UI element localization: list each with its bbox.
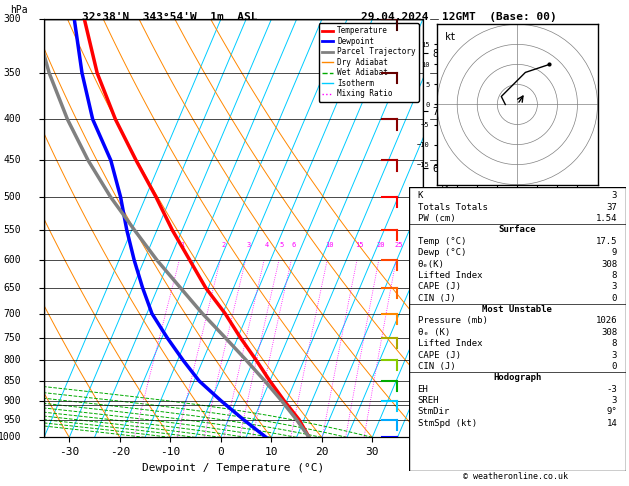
Text: Hodograph: Hodograph [493,373,542,382]
Text: 1026: 1026 [596,316,617,326]
Text: 450: 450 [4,155,21,165]
Text: -3: -3 [606,385,617,394]
Text: 1: 1 [181,243,184,248]
Text: 6: 6 [292,243,296,248]
X-axis label: Dewpoint / Temperature (°C): Dewpoint / Temperature (°C) [142,463,325,473]
Text: 900: 900 [4,396,21,406]
Text: hPa: hPa [10,5,28,15]
Text: 3: 3 [612,191,617,200]
Text: 10: 10 [325,243,334,248]
Text: 1000: 1000 [0,433,21,442]
Text: Most Unstable: Most Unstable [482,305,552,314]
Text: 850: 850 [4,376,21,386]
Text: CIN (J): CIN (J) [418,294,455,303]
Text: 800: 800 [4,355,21,365]
Text: StmSpd (kt): StmSpd (kt) [418,419,477,428]
Text: 550: 550 [4,225,21,235]
Text: 600: 600 [4,255,21,265]
Text: SREH: SREH [418,396,439,405]
Text: 350: 350 [4,68,21,78]
Text: EH: EH [418,385,428,394]
Text: 25: 25 [394,243,403,248]
Text: 2: 2 [221,243,225,248]
Text: 3: 3 [612,282,617,291]
Text: 308: 308 [601,260,617,269]
Text: 4: 4 [265,243,269,248]
Text: 9: 9 [612,248,617,257]
Text: 400: 400 [4,114,21,124]
Text: 3: 3 [612,350,617,360]
Text: Lifted Index: Lifted Index [418,339,482,348]
Text: CAPE (J): CAPE (J) [418,350,460,360]
Text: 308: 308 [601,328,617,337]
Text: 17.5: 17.5 [596,237,617,246]
Text: Lifted Index: Lifted Index [418,271,482,280]
Text: 650: 650 [4,283,21,293]
Text: 32°38'N  343°54'W  1m  ASL: 32°38'N 343°54'W 1m ASL [82,12,258,22]
Text: kt: kt [445,32,457,42]
Text: 5: 5 [279,243,284,248]
Text: 0: 0 [612,362,617,371]
Text: 9°: 9° [606,407,617,417]
Y-axis label: Mixing Ratio (g/kg): Mixing Ratio (g/kg) [441,173,451,284]
FancyBboxPatch shape [409,187,626,471]
Text: CAPE (J): CAPE (J) [418,282,460,291]
Text: 37: 37 [606,203,617,212]
Text: Temp (°C): Temp (°C) [418,237,466,246]
Text: θₑ (K): θₑ (K) [418,328,450,337]
Text: 1LCL: 1LCL [425,400,445,409]
Text: 300: 300 [4,15,21,24]
Text: 500: 500 [4,192,21,202]
Text: StmDir: StmDir [418,407,450,417]
Text: 750: 750 [4,332,21,343]
Text: 15: 15 [355,243,364,248]
Text: Pressure (mb): Pressure (mb) [418,316,487,326]
Text: Surface: Surface [499,226,536,234]
Text: 14: 14 [606,419,617,428]
Text: Dewp (°C): Dewp (°C) [418,248,466,257]
Legend: Temperature, Dewpoint, Parcel Trajectory, Dry Adiabat, Wet Adiabat, Isotherm, Mi: Temperature, Dewpoint, Parcel Trajectory… [319,23,419,102]
Text: © weatheronline.co.uk: © weatheronline.co.uk [464,472,568,481]
Text: 8: 8 [612,271,617,280]
Text: Totals Totals: Totals Totals [418,203,487,212]
Text: 950: 950 [4,415,21,425]
Text: 700: 700 [4,309,21,319]
Text: K: K [418,191,423,200]
Text: 3: 3 [612,396,617,405]
Text: 1.54: 1.54 [596,214,617,223]
Text: θₑ(K): θₑ(K) [418,260,445,269]
Text: 29.04.2024  12GMT  (Base: 00): 29.04.2024 12GMT (Base: 00) [361,12,557,22]
Text: 8: 8 [612,339,617,348]
Text: 20: 20 [377,243,386,248]
Text: 0: 0 [612,294,617,303]
Text: CIN (J): CIN (J) [418,362,455,371]
Text: PW (cm): PW (cm) [418,214,455,223]
Text: 3: 3 [246,243,250,248]
